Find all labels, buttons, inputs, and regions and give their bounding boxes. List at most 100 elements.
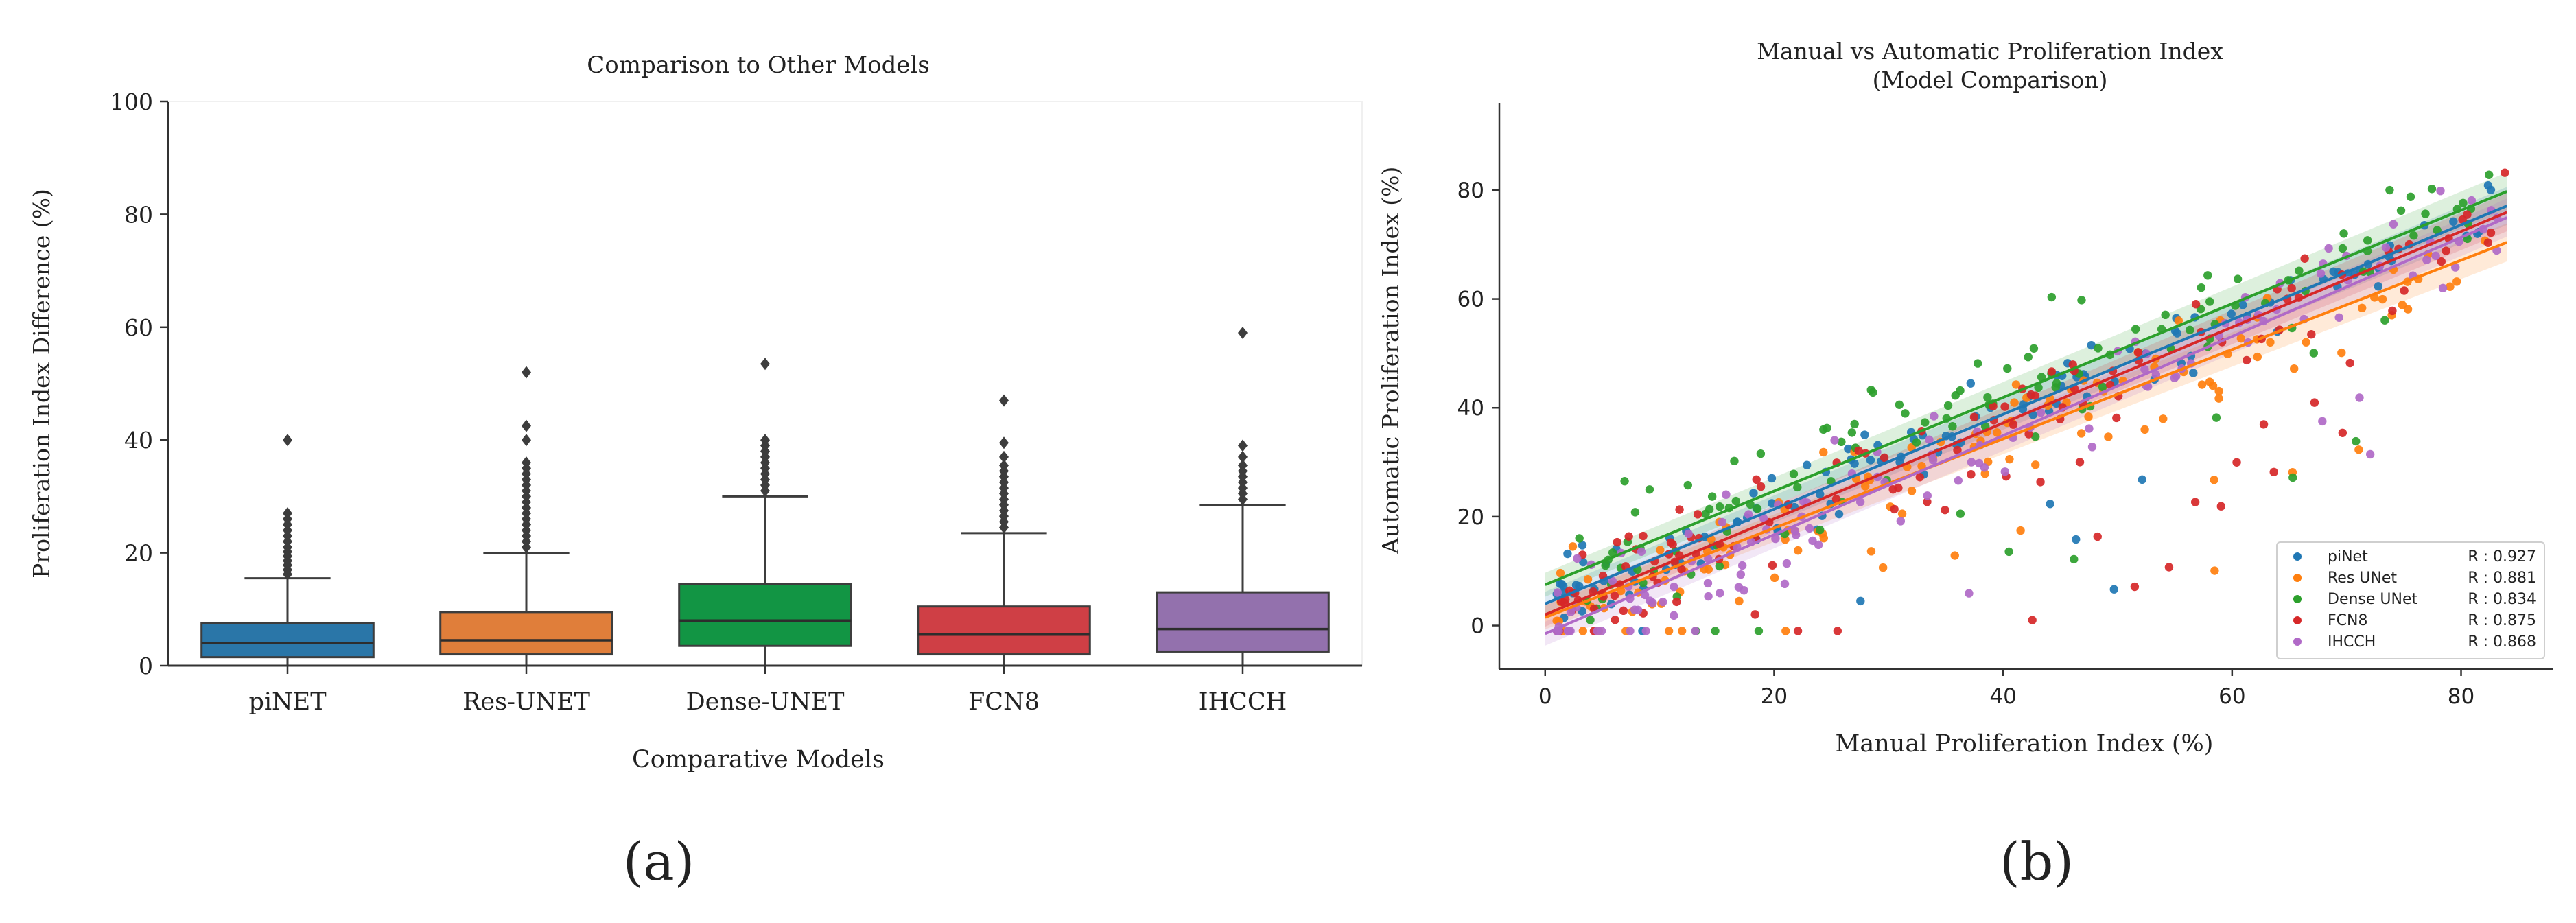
scatter-point [1568, 542, 1578, 551]
scatter-point [1780, 579, 1790, 589]
scatter-point [1718, 517, 1727, 527]
scatter-point [2028, 616, 2037, 624]
scatter-point [1833, 627, 1842, 635]
scatter-point [2072, 535, 2081, 544]
scatter-point [1666, 538, 1676, 547]
scatter-point [2036, 478, 2045, 487]
scatter-point [2084, 412, 2093, 421]
box-outlier-point [522, 434, 531, 447]
scatter-point [1707, 492, 1717, 501]
scatter-legend: piNet R : 0.927 Res UNet R : 0.881 Dense UNe… [2276, 541, 2545, 659]
scatter-y-tick-label: 20 [1457, 505, 1484, 530]
scatter-point [2458, 215, 2467, 224]
scatter-x-axis-label: Manual Proliferation Index (%) [1836, 730, 2214, 758]
scatter-point [1969, 412, 1979, 421]
scatter-point [1630, 508, 1640, 517]
scatter-point [1837, 437, 1846, 447]
scatter-point [1888, 484, 1897, 494]
scatter-point [1608, 576, 1617, 585]
scatter-point [1897, 509, 1907, 518]
box-y-tick-label: 0 [139, 653, 153, 679]
box-iqr [200, 622, 375, 659]
scatter-point [2449, 217, 2458, 226]
scatter-point [1789, 469, 1799, 478]
scatter-point [1715, 502, 1724, 511]
scatter-point [1975, 458, 1984, 468]
scatter-point [1925, 435, 1934, 444]
legend-r-value: R : 0.927 [2468, 548, 2536, 565]
scatter-point [2077, 296, 2086, 305]
scatter-point [2186, 325, 2194, 335]
scatter-point [2236, 334, 2246, 343]
box-outlier-point [522, 419, 531, 432]
scatter-point [2009, 420, 2018, 429]
scatter-point [2409, 231, 2418, 240]
scatter-point [2437, 257, 2446, 266]
scatter-point [1921, 418, 1930, 427]
scatter-point [2140, 425, 2149, 434]
scatter-point [1805, 524, 1814, 533]
scatter-point [2354, 445, 2363, 454]
fit-line [1544, 190, 2508, 586]
scatter-point [2451, 263, 2460, 272]
scatter-point [1624, 532, 1633, 541]
scatter-point [2051, 383, 2060, 392]
box-y-tick-label: 60 [124, 314, 153, 341]
scatter-point [2010, 398, 2019, 407]
scatter-point [1563, 549, 1572, 559]
scatter-point [2337, 348, 2346, 358]
scatter-point [2000, 467, 2010, 476]
scatter-point [1901, 409, 1910, 418]
scatter-point [2047, 292, 2057, 302]
scatter-point [1793, 627, 1803, 635]
scatter-point [2005, 454, 2014, 464]
box-iqr [1156, 591, 1330, 653]
scatter-point [1754, 627, 1764, 635]
legend-marker [2293, 638, 2302, 646]
box-outlier-point [999, 450, 1009, 463]
scatter-point [1744, 510, 1753, 519]
box-iqr [917, 605, 1091, 656]
scatter-point [1664, 627, 1674, 635]
scatter-point [1793, 546, 1803, 555]
scatter-point [1704, 565, 1713, 574]
scatter-point [2087, 443, 2097, 452]
scatter-point [2398, 301, 2407, 309]
scatter-point [1967, 470, 1976, 479]
scatter-point [1866, 547, 1876, 556]
scatter-point [1626, 627, 1635, 635]
scatter-point [2094, 344, 2103, 353]
legend-series-name: IHCCH [2328, 633, 2376, 651]
scatter-point [1756, 449, 1766, 458]
scatter-point [1781, 627, 1790, 635]
scatter-point [2324, 244, 2333, 253]
box-outlier-point [283, 507, 292, 520]
box-iqr [439, 611, 613, 656]
scatter-point [2287, 283, 2296, 293]
box-chart-title: Comparison to Other Models [587, 51, 930, 79]
legend-frame [2276, 541, 2545, 659]
scatter-point [1948, 422, 1957, 431]
scatter-point [2438, 283, 2448, 293]
fit-line [1544, 211, 2508, 616]
scatter-point [1956, 509, 1965, 518]
box-outlier-point [999, 436, 1009, 449]
scatter-point [1578, 541, 1587, 550]
scatter-point [1771, 534, 1780, 544]
scatter-point [1941, 505, 1949, 515]
scatter-point [2140, 364, 2149, 374]
scatter-point [2446, 282, 2455, 291]
box-outlier-point [999, 394, 1009, 407]
scatter-point [1907, 487, 1917, 495]
legend-series-name: Dense UNet [2328, 591, 2418, 608]
scatter-point [2203, 271, 2212, 280]
scatter-point [2133, 348, 2143, 357]
scatter-point [2210, 476, 2218, 484]
scatter-point [2189, 369, 2198, 377]
scatter-point [1989, 401, 1998, 411]
scatter-point [1993, 428, 2002, 437]
scatter-point [2210, 566, 2219, 575]
scatter-point [2300, 254, 2309, 263]
scatter-point [2334, 313, 2343, 322]
